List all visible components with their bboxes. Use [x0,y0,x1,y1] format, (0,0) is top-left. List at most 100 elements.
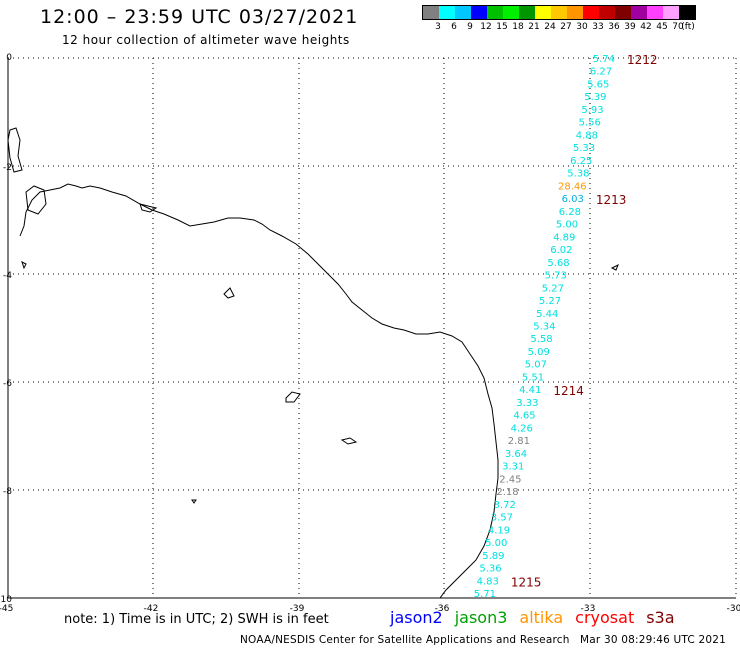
lon-tick-label: -30 [727,604,740,614]
swh-value-label: 5.36 [479,564,501,575]
island-outline [191,499,197,504]
swh-value-label: 5.93 [581,105,603,116]
color-swatch [599,6,615,19]
color-scale-label: 27 [560,22,572,32]
swh-value-label: 2.81 [508,436,530,447]
swh-value-label: 4.65 [513,411,535,422]
graticule [7,57,737,599]
swh-value-label: 5.07 [525,360,547,371]
satellite-legend: jason2 jason3 altika cryosat s3a [390,608,687,627]
color-swatch [567,6,583,19]
swh-value-label: 2.45 [499,474,521,485]
coastline-island-cluster [25,185,47,215]
map-title: 12:00 – 23:59 UTC 03/27/2021 [40,6,359,28]
lon-tick-label: -39 [290,604,305,614]
swh-value-label: 3.33 [516,398,538,409]
color-scale-label: 21 [528,22,540,32]
swh-value-label: 6.27 [590,67,612,78]
swh-value-label: 28.46 [558,181,587,192]
swh-value-label: 4.88 [576,130,598,141]
color-scale-label: 30 [576,22,588,32]
axis-tick-labels: -45 -42 -39 -36 -33 -30 0 -2 -4 -6 -8 -10 [0,53,740,614]
lon-tick-label: -33 [581,604,596,614]
footer-note: note: 1) Time is in UTC; 2) SWH is in fe… [64,612,329,627]
legend-cryosat: cryosat [575,608,635,627]
swh-value-label: 5.38 [567,169,589,180]
swh-value-label: 5.27 [542,283,564,294]
color-swatch [679,6,695,19]
swh-value-label: 5.65 [587,79,609,90]
island-outline [139,203,158,213]
color-swatch [615,6,631,19]
legend-s3a: s3a [646,608,675,627]
color-swatch [423,6,439,19]
color-scale-label: 70 [672,22,684,32]
island-outline [285,391,301,403]
color-swatch [551,6,567,19]
island-outline [21,261,27,270]
swh-value-label: 5.71 [474,589,496,600]
legend-jason2: jason2 [390,608,443,627]
color-scale-label: 18 [512,22,524,32]
lat-tick-label: -4 [3,271,12,281]
swh-value-label: 4.83 [477,576,499,587]
lat-tick-label: 0 [6,53,12,63]
color-swatch [663,6,679,19]
swh-value-label: 3.72 [494,500,516,511]
legend-jason3: jason3 [454,608,508,627]
swh-value-label: 5.39 [584,92,606,103]
lon-tick-label: -42 [144,604,159,614]
coastline-northwest [7,127,23,173]
swh-color-scale: 3 6 9 12 15 18 21 24 27 30 33 36 39 42 45 70 (ft) [422,5,696,34]
island-outline [610,263,619,271]
swh-value-label: 5.68 [547,258,569,269]
color-scale-label: 15 [496,22,508,32]
legend-altika: altika [519,608,564,627]
swh-value-label: 5.73 [545,271,567,282]
swh-value-label: 6.03 [562,194,584,205]
swh-value-label: 4.19 [488,525,510,536]
color-scale-label: 24 [544,22,556,32]
swh-value-label: 3.31 [502,462,524,473]
time-mark-label: 1215 [511,575,542,589]
swh-value-label: 5.51 [522,372,544,383]
color-swatch [535,6,551,19]
swh-value-label: 5.33 [573,143,595,154]
color-scale-label: 42 [640,22,652,32]
color-scale-label: 3 [435,22,441,32]
color-scale-label: 36 [608,22,620,32]
generation-timestamp: Mar 30 08:29:46 UTC 2021 [580,634,727,646]
swh-value-label: 5.27 [539,296,561,307]
time-mark-label: 1213 [596,193,627,207]
color-swatch [487,6,503,19]
swh-value-label: 5.89 [482,551,504,562]
color-scale-label: 33 [592,22,604,32]
color-scale-label: 12 [480,22,492,32]
swh-value-label: 6.28 [559,207,581,218]
time-mark-labels: 1212 1213 1214 1215 [511,53,658,589]
color-scale-label: 9 [467,22,473,32]
lat-tick-label: -2 [3,163,12,173]
lon-tick-label: -45 [0,604,13,614]
color-scale-label: 39 [624,22,636,32]
coastline [7,127,619,599]
color-scale-swatches [422,5,696,20]
color-scale-label: 6 [451,22,457,32]
color-scale-label: (ft) [681,22,695,32]
lat-tick-label: -8 [3,487,12,497]
swh-value-label: 5.34 [533,322,555,333]
swh-value-label: 5.56 [579,118,601,129]
color-scale-labels: 3 6 9 12 15 18 21 24 27 30 33 36 39 42 45 70 (ft) [422,20,696,34]
lon-tick-label: -36 [435,604,450,614]
swh-value-label: 5.74 [593,54,615,65]
swh-value-label: 2.18 [496,487,518,498]
swh-value-label: 5.00 [485,538,507,549]
credit-line: NOAA/NESDIS Center for Satellite Applica… [240,634,570,646]
coastline-mainland [19,183,499,599]
swh-value-label: 6.02 [550,245,572,256]
swh-value-label: 5.58 [530,334,552,345]
swh-value-label: 5.09 [528,347,550,358]
time-mark-label: 1212 [627,53,658,67]
color-swatch [471,6,487,19]
